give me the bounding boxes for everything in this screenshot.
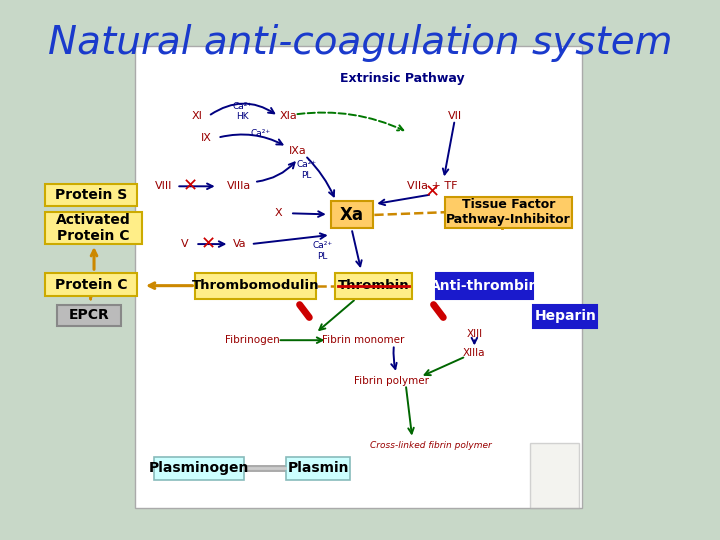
Text: Protein S: Protein S bbox=[55, 188, 127, 202]
FancyBboxPatch shape bbox=[445, 197, 572, 228]
Text: VIII: VIII bbox=[156, 181, 173, 191]
Text: Protein C: Protein C bbox=[55, 278, 127, 292]
Text: XIII: XIII bbox=[467, 329, 482, 339]
Text: Thrombomodulin: Thrombomodulin bbox=[192, 279, 320, 292]
Text: IX: IX bbox=[201, 133, 212, 143]
Text: Tissue Factor
Pathway-Inhibitor: Tissue Factor Pathway-Inhibitor bbox=[446, 198, 571, 226]
Text: Activated
Protein C: Activated Protein C bbox=[56, 213, 131, 243]
FancyBboxPatch shape bbox=[330, 201, 373, 228]
Text: Extrinsic Pathway: Extrinsic Pathway bbox=[340, 72, 465, 85]
Text: VII: VII bbox=[448, 111, 462, 121]
Text: Natural anti-coagulation system: Natural anti-coagulation system bbox=[48, 24, 672, 62]
Text: X: X bbox=[274, 208, 282, 218]
FancyBboxPatch shape bbox=[154, 457, 244, 480]
Text: Va: Va bbox=[233, 239, 246, 249]
Text: Thrombin: Thrombin bbox=[338, 279, 410, 292]
Text: ✕: ✕ bbox=[424, 184, 439, 202]
Text: Plasmin: Plasmin bbox=[287, 461, 349, 475]
FancyBboxPatch shape bbox=[436, 273, 534, 299]
Text: XIa: XIa bbox=[279, 111, 297, 121]
Text: ✕: ✕ bbox=[201, 235, 216, 253]
Text: Xa: Xa bbox=[340, 206, 364, 224]
FancyBboxPatch shape bbox=[195, 273, 316, 299]
Text: XI: XI bbox=[192, 111, 202, 121]
Text: VIIIa: VIIIa bbox=[227, 181, 251, 191]
Text: V: V bbox=[181, 239, 189, 249]
Text: Ca²⁺
PL: Ca²⁺ PL bbox=[297, 160, 317, 180]
Text: Fibrinogen: Fibrinogen bbox=[225, 335, 279, 345]
Text: XIIIa: XIIIa bbox=[463, 348, 485, 357]
FancyBboxPatch shape bbox=[45, 184, 137, 206]
Text: Heparin: Heparin bbox=[534, 309, 596, 323]
FancyBboxPatch shape bbox=[45, 212, 142, 244]
Text: EPCR: EPCR bbox=[68, 308, 109, 322]
Text: Fibrin monomer: Fibrin monomer bbox=[322, 335, 405, 345]
Text: VIIa + TF: VIIa + TF bbox=[407, 181, 457, 191]
Text: IXa: IXa bbox=[289, 146, 307, 156]
Text: Ca²⁺
PL: Ca²⁺ PL bbox=[312, 241, 333, 261]
Text: Cross-linked fibrin polymer: Cross-linked fibrin polymer bbox=[369, 441, 492, 450]
FancyBboxPatch shape bbox=[135, 46, 582, 508]
Text: Fibrin polymer: Fibrin polymer bbox=[354, 376, 429, 386]
FancyBboxPatch shape bbox=[336, 273, 413, 299]
FancyBboxPatch shape bbox=[534, 305, 597, 328]
FancyBboxPatch shape bbox=[530, 443, 579, 508]
Text: Ca²⁺: Ca²⁺ bbox=[251, 129, 271, 138]
FancyBboxPatch shape bbox=[286, 457, 350, 480]
Text: ✕: ✕ bbox=[183, 177, 198, 195]
FancyBboxPatch shape bbox=[57, 305, 121, 326]
Text: Plasminogen: Plasminogen bbox=[149, 461, 249, 475]
Text: Ca²⁺
HK: Ca²⁺ HK bbox=[233, 102, 253, 122]
FancyBboxPatch shape bbox=[45, 273, 137, 296]
Text: Anti-thrombin: Anti-thrombin bbox=[430, 279, 539, 293]
